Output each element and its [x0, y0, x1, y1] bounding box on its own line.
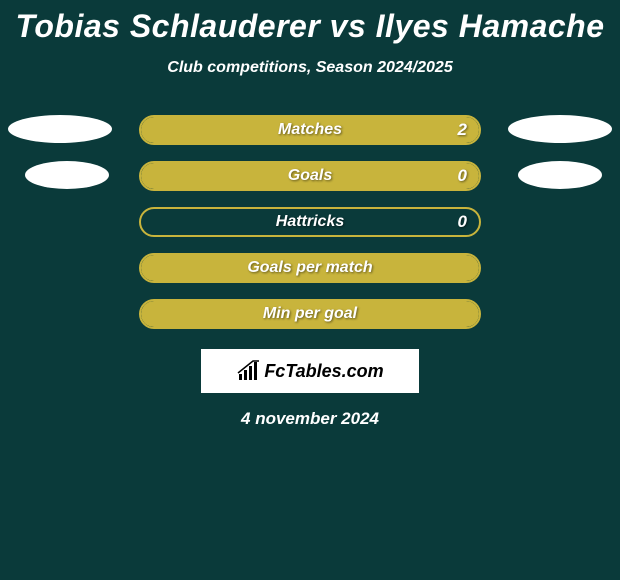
stat-bar: Goals 0: [139, 161, 481, 191]
stat-label: Hattricks: [276, 213, 344, 231]
subtitle: Club competitions, Season 2024/2025: [0, 59, 620, 77]
stat-bar: Min per goal: [139, 299, 481, 329]
stat-label: Matches: [278, 121, 342, 139]
stats-container: Matches 2 Goals 0 Hattricks 0 Goals per …: [0, 115, 620, 329]
stat-right-value: 2: [458, 120, 467, 140]
stat-row-goals: Goals 0: [0, 161, 620, 191]
stat-right-value: 0: [458, 166, 467, 186]
stat-right-value: 0: [458, 212, 467, 232]
stat-bar: Hattricks 0: [139, 207, 481, 237]
logo-text: FcTables.com: [264, 361, 383, 382]
stat-bar: Matches 2: [139, 115, 481, 145]
stat-row-hattricks: Hattricks 0: [0, 207, 620, 237]
bar-chart-icon: [236, 360, 262, 382]
stat-row-matches: Matches 2: [0, 115, 620, 145]
stat-label: Goals: [288, 167, 332, 185]
stat-bar: Goals per match: [139, 253, 481, 283]
stat-row-min-per-goal: Min per goal: [0, 299, 620, 329]
stat-label: Goals per match: [247, 259, 372, 277]
stat-row-goals-per-match: Goals per match: [0, 253, 620, 283]
stat-label: Min per goal: [263, 305, 357, 323]
logo-box: FcTables.com: [201, 349, 419, 393]
page-title: Tobias Schlauderer vs Ilyes Hamache: [0, 0, 620, 45]
date-text: 4 november 2024: [0, 409, 620, 429]
